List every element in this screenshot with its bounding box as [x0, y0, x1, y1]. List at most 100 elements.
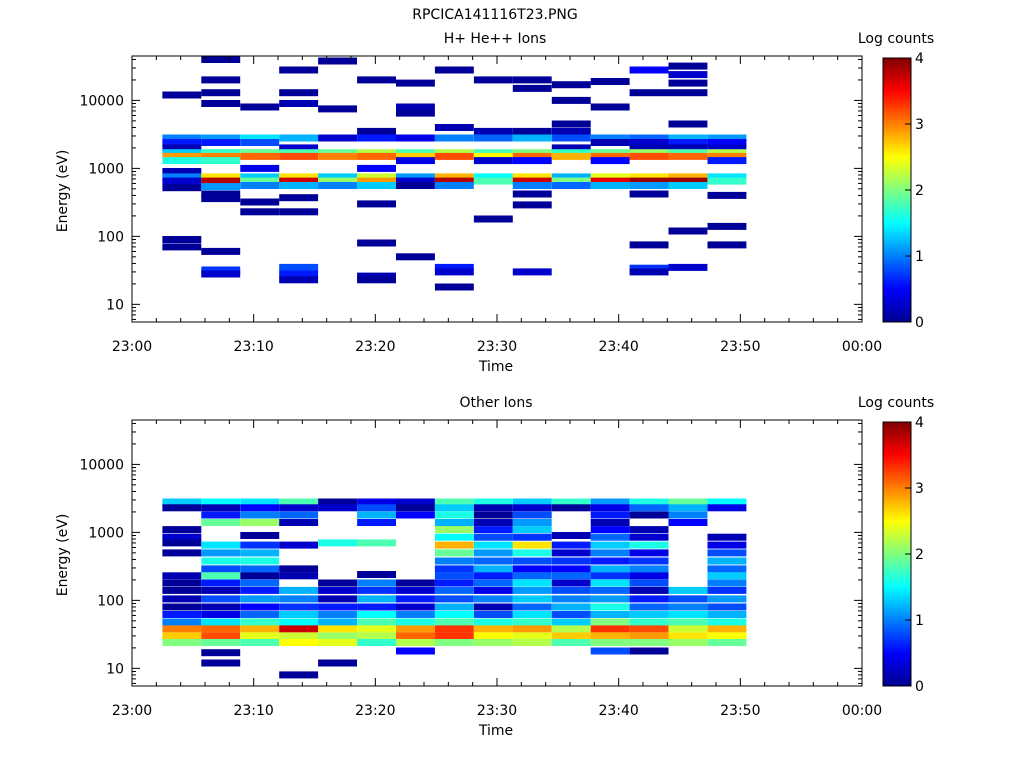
heatmap-cell [668, 149, 708, 157]
heatmap-cell [357, 639, 396, 646]
heatmap-cell [162, 549, 202, 557]
heatmap-cell [668, 595, 708, 603]
heatmap-cell [201, 557, 241, 565]
heatmap-cell [318, 134, 357, 142]
heatmap-cell [668, 625, 708, 633]
heatmap-cell [473, 611, 513, 618]
heatmap-cell [201, 586, 241, 594]
heatmap-cell [707, 533, 747, 541]
heatmap-cell [551, 541, 591, 549]
heatmap-cell [629, 66, 669, 74]
heatmap-cell [707, 579, 747, 587]
heatmap-cell [473, 618, 513, 626]
heatmap-cell [279, 595, 319, 603]
heatmap-cell [279, 611, 319, 618]
heatmap-cell [512, 177, 552, 185]
x-tick-label: 23:40 [598, 703, 638, 719]
heatmap-cell [512, 603, 552, 611]
heatmap-cell [240, 134, 280, 142]
heatmap-cell [396, 134, 435, 142]
heatmap-cell [357, 519, 396, 526]
heatmap-cell [162, 139, 202, 146]
heatmap-cell [512, 152, 552, 160]
heatmap-cell [668, 62, 708, 70]
heatmap-cell [396, 177, 435, 185]
heatmap-cell [396, 511, 435, 519]
heatmap-cell [590, 511, 630, 519]
panel1-colorbar: 0 1 2 3 4 [882, 51, 924, 331]
heatmap-cell [551, 498, 591, 506]
heatmap-cell [240, 198, 280, 206]
panel2-x-axis-label: Time [478, 723, 513, 739]
heatmap-cell [590, 618, 630, 626]
heatmap-cell [590, 632, 630, 640]
heatmap-cell [396, 639, 435, 646]
heatmap-cell [279, 276, 319, 284]
heatmap-cell [279, 632, 319, 640]
heatmap-cell [707, 603, 747, 611]
heatmap-cell [629, 139, 669, 146]
heatmap-cell [162, 625, 202, 633]
heatmap-cell [357, 276, 396, 284]
heatmap-cell [590, 595, 630, 603]
heatmap-cell [590, 572, 630, 580]
heatmap-cell [201, 541, 241, 549]
heatmap-cell [668, 498, 708, 506]
heatmap-cell [201, 519, 241, 526]
heatmap-cell [357, 611, 396, 618]
heatmap-cell [629, 572, 669, 580]
heatmap-cell [434, 603, 474, 611]
heatmap-cell [473, 504, 513, 512]
heatmap-cell [707, 625, 747, 633]
heatmap-cell [473, 215, 513, 223]
heatmap-cell [512, 586, 552, 594]
heatmap-cell [590, 173, 630, 181]
heatmap-cell [396, 182, 435, 189]
heatmap-cell [590, 182, 630, 189]
heatmap-cell [668, 177, 708, 185]
heatmap-cell [512, 84, 552, 92]
heatmap-cell [629, 611, 669, 618]
heatmap-cell [707, 595, 747, 603]
heatmap-cell [473, 533, 513, 541]
heatmap-cell [201, 149, 241, 157]
heatmap-cell [240, 208, 280, 216]
heatmap-cell [473, 572, 513, 580]
heatmap-cell [279, 263, 319, 271]
heatmap-cell [162, 157, 202, 165]
heatmap-cell [240, 498, 280, 506]
heatmap-cell [512, 595, 552, 603]
colorbar-tick-label: 4 [915, 51, 924, 67]
heatmap-cell [240, 595, 280, 603]
colorbar-tick-label: 0 [915, 679, 924, 695]
heatmap-cell [629, 144, 669, 152]
heatmap-cell [590, 78, 630, 85]
x-tick-label: 23:30 [477, 703, 517, 719]
heatmap-cell [551, 632, 591, 640]
x-tick-label: 23:40 [598, 339, 638, 355]
heatmap-cell [240, 173, 280, 181]
heatmap-cell [279, 504, 319, 512]
heatmap-cell [396, 647, 435, 655]
heatmap-cell [434, 572, 474, 580]
heatmap-cell [279, 565, 319, 573]
heatmap-cell [668, 511, 708, 519]
heatmap-cell [629, 549, 669, 557]
heatmap-cell [707, 541, 747, 549]
heatmap-cell [551, 595, 591, 603]
heatmap-cell [201, 603, 241, 611]
heatmap-cell [240, 504, 280, 512]
heatmap-cell [240, 149, 280, 157]
heatmap-cell [707, 134, 747, 142]
heatmap-cell [707, 549, 747, 557]
heatmap-cell [434, 134, 474, 142]
heatmap-cell [512, 182, 552, 189]
heatmap-cell [590, 177, 630, 185]
heatmap-cell [279, 603, 319, 611]
heatmap-cell [512, 533, 552, 541]
heatmap-cell [629, 586, 669, 594]
heatmap-cell [590, 557, 630, 565]
heatmap-cell [434, 541, 474, 549]
heatmap-cell [668, 144, 708, 152]
heatmap-cell [473, 625, 513, 633]
